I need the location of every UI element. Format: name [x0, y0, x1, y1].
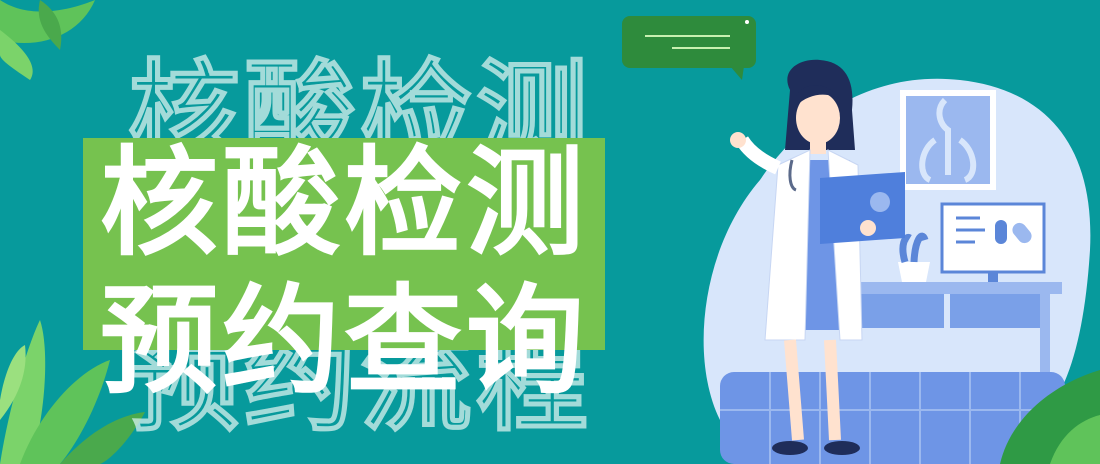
pill [1012, 222, 1032, 244]
dot [745, 20, 749, 24]
bubble [622, 16, 756, 68]
leaf [38, 0, 62, 50]
leaves-top-left [0, 0, 95, 80]
title: 核酸检测 [100, 134, 588, 272]
leaf [0, 30, 33, 80]
desk-leg [1040, 294, 1050, 384]
fringe [796, 85, 840, 106]
leaf [20, 360, 110, 464]
drawer [860, 294, 944, 328]
plant [899, 232, 929, 263]
doctor [730, 59, 905, 455]
neck [810, 140, 826, 154]
coat [764, 149, 811, 341]
leaf [0, 320, 46, 464]
desk-top [850, 282, 1062, 294]
title-block [83, 138, 605, 350]
hand [730, 132, 746, 148]
folder [820, 172, 905, 244]
hand [860, 220, 876, 236]
title: 预约查询 [100, 272, 588, 410]
legs [784, 339, 841, 441]
pot [898, 262, 930, 282]
leaves-bottom-right [1000, 370, 1100, 464]
shoe [824, 441, 860, 455]
leaf [60, 412, 145, 464]
leaves-bottom-left [0, 320, 145, 464]
drawer [950, 294, 1042, 328]
xray-lungs [919, 97, 977, 183]
stethoscope [788, 159, 797, 192]
leaf [1050, 415, 1100, 464]
shoe [772, 441, 808, 455]
bubble-tail [730, 66, 744, 80]
leaf [0, 345, 26, 420]
monitor-stand [988, 272, 998, 286]
floor [720, 372, 1065, 464]
face [796, 92, 840, 144]
folder-icon [870, 192, 890, 212]
speech-bubble [622, 16, 756, 80]
floor-tiles [720, 372, 1065, 464]
pill [995, 220, 1007, 244]
